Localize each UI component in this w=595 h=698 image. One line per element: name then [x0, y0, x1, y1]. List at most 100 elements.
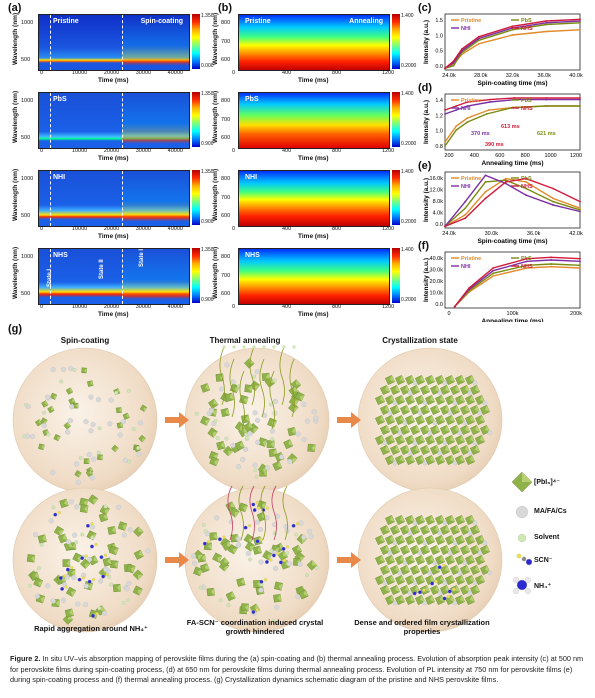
scn-ball — [247, 523, 252, 528]
line-charts: 1.5 1.0 0.5 0.0 24.0k 28.0k 32.0k 36.0k 40.0k Spi… — [423, 13, 583, 322]
octahedron-icon — [475, 435, 485, 445]
nh4-ball — [430, 581, 435, 586]
octahedron-icon — [238, 502, 248, 513]
y-tick-label: 600 — [221, 213, 231, 219]
data-point — [550, 259, 552, 261]
cation-ball — [482, 540, 488, 546]
nh4-ball — [259, 579, 264, 584]
cation-ball — [467, 450, 473, 456]
octahedron-icon — [410, 525, 420, 535]
legend-label: NHS — [521, 184, 533, 190]
data-point — [484, 174, 487, 177]
solvent-ball — [97, 426, 102, 431]
cation-ball — [60, 597, 67, 603]
octahedron-icon — [395, 395, 405, 405]
figure-caption: Figure 2. In situ UV–vis absorption mapp… — [10, 654, 588, 686]
octahedron-icon — [79, 558, 91, 570]
octahedron-icon — [306, 559, 318, 571]
cation-ball — [387, 410, 393, 416]
legend-nh4-icon — [513, 577, 519, 583]
nh4-ball — [202, 541, 207, 546]
legend-nh4-icon — [525, 577, 531, 583]
octahedron-icon — [234, 440, 245, 451]
data-point — [552, 200, 554, 203]
time-marker — [49, 249, 51, 304]
octahedron-icon — [400, 585, 410, 595]
cation-ball — [240, 457, 246, 463]
nh4-ball — [251, 502, 256, 507]
octahedron-icon — [207, 427, 218, 438]
y-tick-label: 0.5 — [435, 49, 443, 55]
cation-ball — [124, 586, 130, 592]
solvent-ball — [254, 474, 259, 479]
octahedron-icon — [26, 554, 36, 563]
y-tick-label: 0.8 — [435, 144, 443, 150]
cation-ball — [392, 540, 398, 546]
nh4-ball — [80, 556, 85, 561]
nh4-ball — [278, 560, 283, 565]
data-point — [466, 117, 469, 119]
octahedron-icon — [410, 405, 420, 415]
y-tick-label: 1.5 — [435, 18, 443, 24]
octahedron-icon — [430, 585, 440, 595]
data-point — [550, 265, 552, 268]
octahedron-icon — [450, 525, 460, 535]
octahedron-icon — [33, 577, 44, 588]
octahedron-icon — [239, 394, 249, 405]
cation-ball — [304, 418, 310, 424]
cation-ball — [190, 553, 197, 559]
solvent-ball — [272, 378, 277, 383]
octahedron-icon — [425, 415, 435, 425]
solvent-ball — [305, 573, 309, 578]
y-tick-label: 0.0 — [435, 64, 443, 70]
x-tick-label: 30000 — [135, 148, 152, 154]
data-point — [579, 264, 581, 267]
y-tick-label: 40.0k — [430, 256, 444, 262]
cation-ball — [72, 532, 78, 538]
octahedron-icon — [380, 425, 390, 435]
octahedron-icon — [244, 541, 256, 552]
scn-ball — [295, 522, 300, 526]
scn-ball — [257, 506, 261, 510]
scn-ball — [90, 522, 94, 526]
x-tick-label: 1200 — [382, 226, 395, 232]
octahedron-icon — [455, 575, 465, 585]
octahedron-icon — [445, 455, 455, 465]
data-point — [455, 105, 458, 107]
octahedron-icon — [445, 395, 455, 405]
octahedron-icon — [262, 550, 273, 561]
cation-ball — [442, 580, 448, 586]
series-line-pristine — [454, 265, 581, 308]
x-tick-label: 30000 — [135, 304, 152, 310]
y-tick-label: 30.0k — [430, 268, 444, 274]
octahedron-icon — [400, 445, 410, 455]
octahedron-icon — [405, 535, 415, 545]
cation-ball — [437, 590, 443, 596]
scheme-diagram — [12, 345, 533, 633]
octahedron-icon — [390, 545, 400, 555]
octahedron-icon — [440, 445, 450, 455]
scheme-caption-2: FA-SCN⁻ coordination induced crystal gro… — [186, 618, 324, 636]
octahedron-icon — [109, 545, 119, 556]
octahedron-icon — [110, 560, 119, 569]
octahedron-icon — [405, 515, 415, 525]
annotation-label: 613 ms — [501, 124, 520, 130]
colorbar-max-label: 1.400 — [401, 13, 414, 19]
octahedron-icon — [405, 555, 415, 565]
octahedron-icon — [460, 385, 470, 395]
y-tick-label: 1000 — [21, 98, 34, 104]
heatmap-sample-label: NHI — [53, 174, 66, 181]
cation-ball — [247, 431, 253, 437]
y-tick-label: 500 — [21, 291, 31, 297]
octahedron-icon — [475, 415, 485, 425]
cation-ball — [74, 461, 80, 467]
octahedron-icon — [480, 405, 490, 415]
octahedron-icon — [460, 405, 470, 415]
cation-ball — [477, 550, 483, 556]
cation-ball — [88, 394, 94, 400]
solvent-ball — [103, 504, 108, 509]
x-tick-label: 10000 — [71, 148, 88, 154]
cation-ball — [60, 366, 67, 372]
octahedron-icon — [209, 456, 220, 467]
y-tick-label: 800 — [221, 20, 231, 26]
